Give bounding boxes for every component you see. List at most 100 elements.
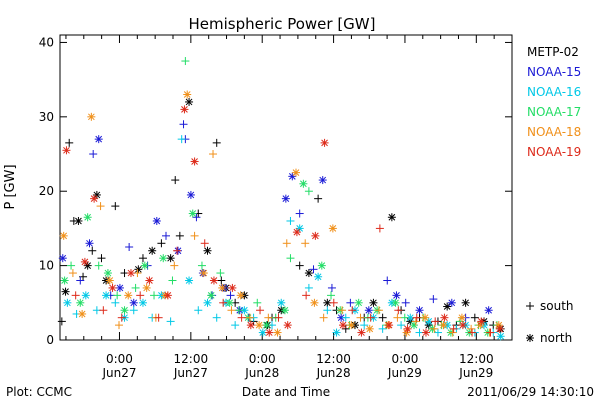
north-point bbox=[105, 276, 114, 285]
north-point bbox=[138, 298, 147, 307]
north-point bbox=[185, 276, 194, 285]
south-point bbox=[431, 317, 440, 326]
south-point bbox=[286, 254, 295, 263]
south-point bbox=[346, 298, 355, 307]
north-point bbox=[186, 190, 195, 199]
north-point bbox=[317, 261, 326, 270]
north-point bbox=[421, 313, 430, 322]
north-point bbox=[102, 291, 111, 300]
x-tick-label-date: Jun29 bbox=[458, 366, 493, 380]
north-point bbox=[328, 224, 337, 233]
x-tick-label-time: 12:00 bbox=[174, 352, 209, 366]
south-point bbox=[76, 276, 85, 285]
south-point bbox=[175, 231, 184, 240]
north-point bbox=[159, 254, 168, 263]
north-point bbox=[391, 298, 400, 307]
series-noaa-19 bbox=[62, 105, 504, 337]
south-point bbox=[157, 239, 166, 248]
north-point bbox=[81, 291, 90, 300]
north-point bbox=[365, 324, 374, 333]
x-tick-label-time: 0:00 bbox=[106, 352, 133, 366]
north-point bbox=[218, 283, 227, 292]
x-axis-label: Date and Time bbox=[242, 385, 330, 399]
series-metp-02 bbox=[57, 97, 505, 333]
x-tick-label-date: Jun29 bbox=[387, 366, 422, 380]
south-point bbox=[231, 321, 240, 330]
north-point bbox=[83, 213, 92, 222]
north-point bbox=[357, 328, 366, 337]
marker-legend-label: north bbox=[540, 331, 572, 345]
south-point bbox=[366, 313, 375, 322]
north-point bbox=[484, 306, 493, 315]
north-point bbox=[461, 298, 470, 307]
x-tick-label-time: 12:00 bbox=[459, 352, 494, 366]
marker-legend-symbol bbox=[526, 302, 534, 310]
north-point bbox=[283, 321, 292, 330]
north-point bbox=[364, 306, 373, 315]
south-point bbox=[162, 231, 171, 240]
north-point bbox=[163, 291, 172, 300]
north-point bbox=[134, 265, 143, 274]
north-point bbox=[403, 324, 412, 333]
south-point bbox=[192, 213, 201, 222]
north-point bbox=[255, 321, 264, 330]
north-point bbox=[185, 97, 194, 106]
north-point bbox=[142, 283, 151, 292]
footer-timestamp: 2011/06/29 14:30:10 bbox=[467, 385, 594, 399]
north-point bbox=[318, 176, 327, 185]
north-point bbox=[385, 321, 394, 330]
north-point bbox=[62, 146, 71, 155]
footer-plot-credit: Plot: CCMC bbox=[6, 385, 72, 399]
south-point bbox=[412, 313, 421, 322]
south-point bbox=[449, 324, 458, 333]
south-point bbox=[200, 239, 209, 248]
north-point bbox=[120, 306, 129, 315]
south-point bbox=[341, 313, 350, 322]
south-point bbox=[295, 209, 304, 218]
south-point bbox=[212, 138, 221, 147]
north-point bbox=[424, 317, 433, 326]
south-point bbox=[177, 135, 186, 144]
north-point bbox=[148, 246, 157, 255]
south-point bbox=[329, 298, 338, 307]
north-point bbox=[129, 298, 138, 307]
north-point bbox=[87, 112, 96, 121]
south-point bbox=[150, 291, 159, 300]
south-point bbox=[375, 224, 384, 233]
south-point bbox=[397, 321, 406, 330]
south-point bbox=[327, 283, 336, 292]
north-point bbox=[369, 298, 378, 307]
legend: METP-02 NOAA-15 NOAA-16 NOAA-17 NOAA-18 NOAA-… bbox=[527, 45, 581, 159]
north-point bbox=[188, 209, 197, 218]
x-tick-label-date: Jun27 bbox=[101, 366, 136, 380]
south-point bbox=[96, 202, 105, 211]
south-point bbox=[286, 216, 295, 225]
south-point bbox=[393, 313, 402, 322]
south-point bbox=[190, 231, 199, 240]
north-point bbox=[387, 213, 396, 222]
south-point bbox=[88, 246, 97, 255]
south-point bbox=[338, 306, 347, 315]
south-point bbox=[411, 317, 420, 326]
north-point bbox=[495, 324, 504, 333]
south-point bbox=[67, 261, 76, 270]
y-tick-label: 30 bbox=[39, 110, 54, 124]
north-point bbox=[190, 157, 199, 166]
south-point bbox=[295, 261, 304, 270]
north-point bbox=[320, 138, 329, 147]
north-point bbox=[76, 298, 85, 307]
marker-legend: south north bbox=[526, 299, 574, 345]
south-point bbox=[448, 328, 457, 337]
south-point bbox=[89, 150, 98, 159]
south-point bbox=[131, 283, 140, 292]
south-point bbox=[486, 328, 495, 337]
marker-legend-symbol bbox=[526, 334, 534, 342]
north-point bbox=[240, 306, 249, 315]
north-point bbox=[332, 328, 341, 337]
south-point bbox=[111, 202, 120, 211]
south-point bbox=[125, 243, 134, 252]
north-point bbox=[409, 321, 418, 330]
north-point bbox=[115, 283, 124, 292]
south-point bbox=[245, 313, 254, 322]
south-point bbox=[400, 313, 409, 322]
